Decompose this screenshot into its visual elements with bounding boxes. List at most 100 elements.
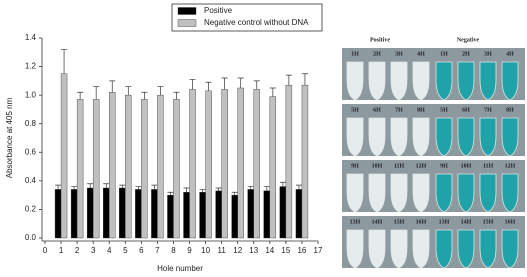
tube-label: 16H bbox=[416, 219, 427, 225]
tube bbox=[435, 61, 453, 101]
error-bar bbox=[285, 74, 292, 86]
error-bar bbox=[141, 91, 148, 100]
x-tick-label: 8 bbox=[171, 246, 176, 255]
tube-label: 14H bbox=[372, 219, 383, 225]
tube-label: 13H bbox=[350, 219, 361, 225]
tube-label: 11H bbox=[483, 163, 494, 169]
tube-label: 8H bbox=[417, 107, 425, 113]
x-tick-label: 0 bbox=[43, 246, 48, 255]
tube-label: 5H bbox=[440, 107, 448, 113]
tube bbox=[390, 229, 408, 269]
y-tick-label: 1.0 bbox=[25, 90, 37, 99]
tube bbox=[390, 173, 408, 213]
y-axis-label: Absorbance at 405 nm bbox=[5, 97, 14, 178]
y-tick-label: 1.2 bbox=[25, 62, 37, 71]
tube-label: 9H bbox=[351, 163, 359, 169]
bar bbox=[295, 189, 303, 239]
bar bbox=[70, 189, 78, 239]
tube bbox=[390, 61, 408, 101]
legend-swatch bbox=[177, 19, 197, 27]
bar bbox=[119, 187, 126, 239]
tube bbox=[435, 117, 453, 157]
error-bar bbox=[189, 79, 196, 90]
error-bar bbox=[231, 191, 238, 196]
error-bar bbox=[301, 73, 308, 86]
bar bbox=[221, 89, 228, 239]
photo-panel: Positive Negative 1H 2H 3H 4H 1H 2H 3H 4H 5H 6H 7H… bbox=[340, 30, 527, 277]
error-bar bbox=[167, 191, 174, 196]
x-tick-label: 4 bbox=[107, 246, 112, 255]
x-tick-label: 7 bbox=[155, 246, 160, 255]
error-bar bbox=[269, 87, 276, 97]
x-tick-label: 16 bbox=[297, 246, 306, 255]
legend-swatch bbox=[177, 7, 197, 15]
bar bbox=[279, 186, 287, 239]
tube-label: 13H bbox=[439, 219, 450, 225]
tube-label: 2H bbox=[373, 51, 381, 57]
photo-positive-title: Positive bbox=[370, 37, 390, 43]
tube bbox=[368, 229, 386, 269]
tube bbox=[412, 117, 430, 157]
bar bbox=[189, 89, 196, 239]
tube-label: 7H bbox=[484, 107, 492, 113]
tube-label: 9H bbox=[440, 163, 448, 169]
x-tick-label: 5 bbox=[123, 246, 128, 255]
error-bar bbox=[215, 187, 222, 191]
x-tick-label: 1 bbox=[59, 246, 64, 255]
x-axis-label: Hole number bbox=[157, 264, 203, 273]
tube bbox=[479, 229, 497, 269]
bar bbox=[167, 194, 174, 239]
error-bar bbox=[253, 80, 260, 90]
bar bbox=[301, 84, 309, 239]
bar bbox=[125, 94, 132, 239]
tube-label: 15H bbox=[483, 219, 494, 225]
error-bar bbox=[119, 184, 126, 188]
error-bar bbox=[295, 184, 302, 190]
tube bbox=[412, 229, 430, 269]
error-bar bbox=[183, 187, 190, 193]
bar bbox=[109, 92, 116, 239]
x-tick-label: 14 bbox=[265, 246, 274, 255]
bar bbox=[231, 194, 238, 239]
error-bar bbox=[263, 186, 270, 191]
bar bbox=[92, 99, 100, 239]
bar bbox=[269, 96, 277, 239]
error-bar bbox=[71, 186, 78, 190]
error-bar bbox=[93, 86, 100, 100]
bar bbox=[103, 187, 110, 239]
x-tick-label: 17 bbox=[314, 246, 323, 255]
error-bar bbox=[135, 186, 142, 190]
tube-label: 4H bbox=[417, 51, 425, 57]
tube bbox=[412, 173, 430, 213]
bar bbox=[173, 99, 180, 239]
bar bbox=[199, 192, 206, 239]
y-tick-label: 1.4 bbox=[25, 33, 37, 42]
tube-label: 10H bbox=[461, 163, 472, 169]
tube bbox=[368, 173, 386, 213]
y-tick-label: 0.4 bbox=[25, 176, 37, 185]
tube bbox=[368, 117, 386, 157]
bar bbox=[141, 99, 148, 239]
x-tick-label: 11 bbox=[217, 246, 226, 255]
x-tick-label: 12 bbox=[233, 246, 242, 255]
error-bar bbox=[87, 183, 94, 188]
tube-label: 15H bbox=[394, 219, 405, 225]
tube bbox=[479, 117, 497, 157]
error-bar bbox=[199, 189, 206, 193]
bar bbox=[237, 87, 244, 239]
tube-label: 12H bbox=[505, 163, 516, 169]
error-bar bbox=[247, 186, 254, 190]
y-tick-label: 0.0 bbox=[25, 233, 37, 242]
tube bbox=[501, 117, 519, 157]
bar bbox=[135, 189, 142, 239]
y-tick-label: 0.2 bbox=[25, 205, 37, 214]
error-bar bbox=[221, 77, 228, 90]
tube-label: 5H bbox=[351, 107, 359, 113]
error-bar bbox=[77, 91, 84, 100]
tube bbox=[346, 117, 364, 157]
bar bbox=[285, 84, 293, 239]
error-bar bbox=[109, 80, 116, 93]
tube-label: 12H bbox=[416, 163, 427, 169]
error-bar bbox=[55, 184, 62, 190]
error-bar bbox=[151, 184, 158, 190]
